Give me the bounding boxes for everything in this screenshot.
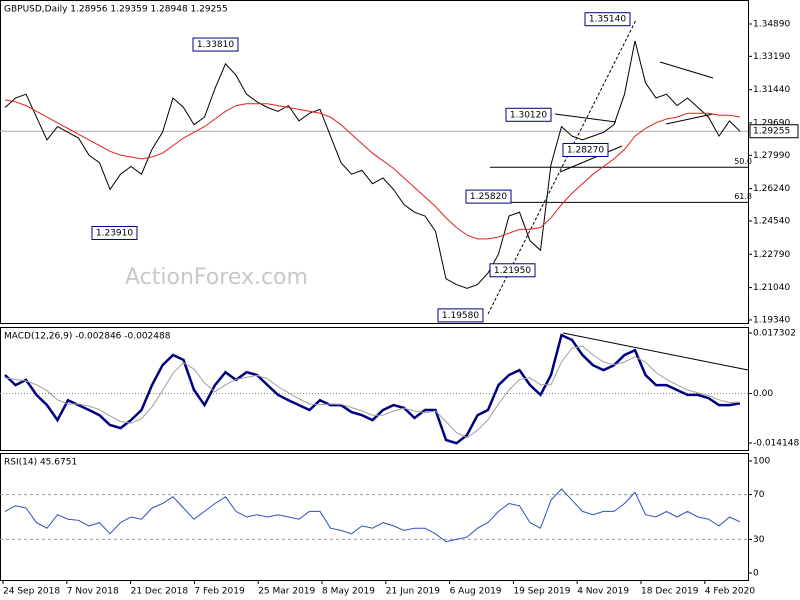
price-annotation <box>437 308 484 323</box>
y-tick-label: 0.017302 <box>753 329 796 339</box>
annotation-label: 1.23910 <box>96 228 133 238</box>
trendline <box>554 113 617 123</box>
series-line <box>4 40 741 289</box>
x-tick-label: 6 Aug 2019 <box>450 587 502 597</box>
price-annotation <box>584 12 631 27</box>
watermark: ActionForex.com <box>125 265 308 290</box>
y-tick-label: 1.27990 <box>753 151 790 161</box>
fib-label: 50.0 <box>734 157 752 166</box>
rsi-panel <box>0 453 749 581</box>
y-tick-label: 1.21040 <box>753 283 790 293</box>
series-line <box>4 99 741 240</box>
series-line <box>4 345 741 439</box>
y-tick-label: 70 <box>753 490 765 500</box>
series-line <box>4 488 741 543</box>
x-tick-label: 4 Nov 2019 <box>577 587 629 597</box>
annotation-label: 1.35140 <box>589 15 626 25</box>
x-tick-label: 19 Sep 2019 <box>513 587 570 597</box>
price-panel <box>0 0 749 324</box>
price-annotation <box>562 142 609 157</box>
x-tick-label: 7 Nov 2018 <box>67 587 119 597</box>
x-tick-label: 4 Feb 2020 <box>705 587 756 597</box>
annotation-label: 1.33810 <box>197 40 234 50</box>
last-price-label: 1.29255 <box>753 127 790 137</box>
y-tick-label: 1.29690 <box>753 118 790 128</box>
y-tick-label: 1.33190 <box>753 52 790 62</box>
y-tick-label: 1.26240 <box>753 184 790 194</box>
trendline <box>665 113 714 125</box>
x-tick-label: 7 Feb 2019 <box>194 587 245 597</box>
y-tick-label: 100 <box>753 456 770 466</box>
y-tick-label: -0.014148 <box>753 438 799 448</box>
price-annotation <box>192 37 239 52</box>
annotation-label: 1.28270 <box>567 145 604 155</box>
y-tick-label: 1.22790 <box>753 250 790 260</box>
trendline <box>562 332 749 371</box>
y-tick-label: 1.19340 <box>753 315 790 325</box>
fib-label: 61.8 <box>734 192 752 201</box>
x-tick-label: 25 Mar 2019 <box>258 587 315 597</box>
panel-title: RSI(14) 45.6751 <box>4 458 77 468</box>
price-annotation <box>505 107 552 122</box>
price-annotation <box>91 225 138 240</box>
panel-title: MACD(12,26,9) -0.002846 -0.002488 <box>4 332 171 342</box>
y-tick-label: 0.00 <box>753 389 773 399</box>
x-tick-label: 21 Jun 2019 <box>386 587 440 597</box>
last-price-box <box>749 124 799 139</box>
x-tick-label: 21 Dec 2018 <box>131 587 189 597</box>
annotation-label: 1.19580 <box>442 311 479 321</box>
y-tick-label: 1.34890 <box>753 19 790 29</box>
trendline <box>659 61 714 79</box>
y-tick-label: 30 <box>753 535 765 545</box>
x-tick-label: 18 Dec 2019 <box>641 587 699 597</box>
panel-title: GBPUSD,Daily 1.28956 1.29359 1.28948 1.2… <box>4 5 228 15</box>
x-tick-label: 8 May 2019 <box>322 587 375 597</box>
price-annotation <box>489 263 536 278</box>
price-annotation <box>465 189 512 204</box>
y-tick-label: 0 <box>753 568 759 578</box>
x-tick-label: 24 Sep 2018 <box>3 587 60 597</box>
annotation-label: 1.30120 <box>510 110 547 120</box>
y-tick-label: 1.31440 <box>753 85 790 95</box>
annotation-label: 1.25820 <box>470 192 507 202</box>
annotation-label: 1.21950 <box>494 266 531 276</box>
y-tick-label: 1.24540 <box>753 216 790 226</box>
macd-panel <box>0 327 749 451</box>
